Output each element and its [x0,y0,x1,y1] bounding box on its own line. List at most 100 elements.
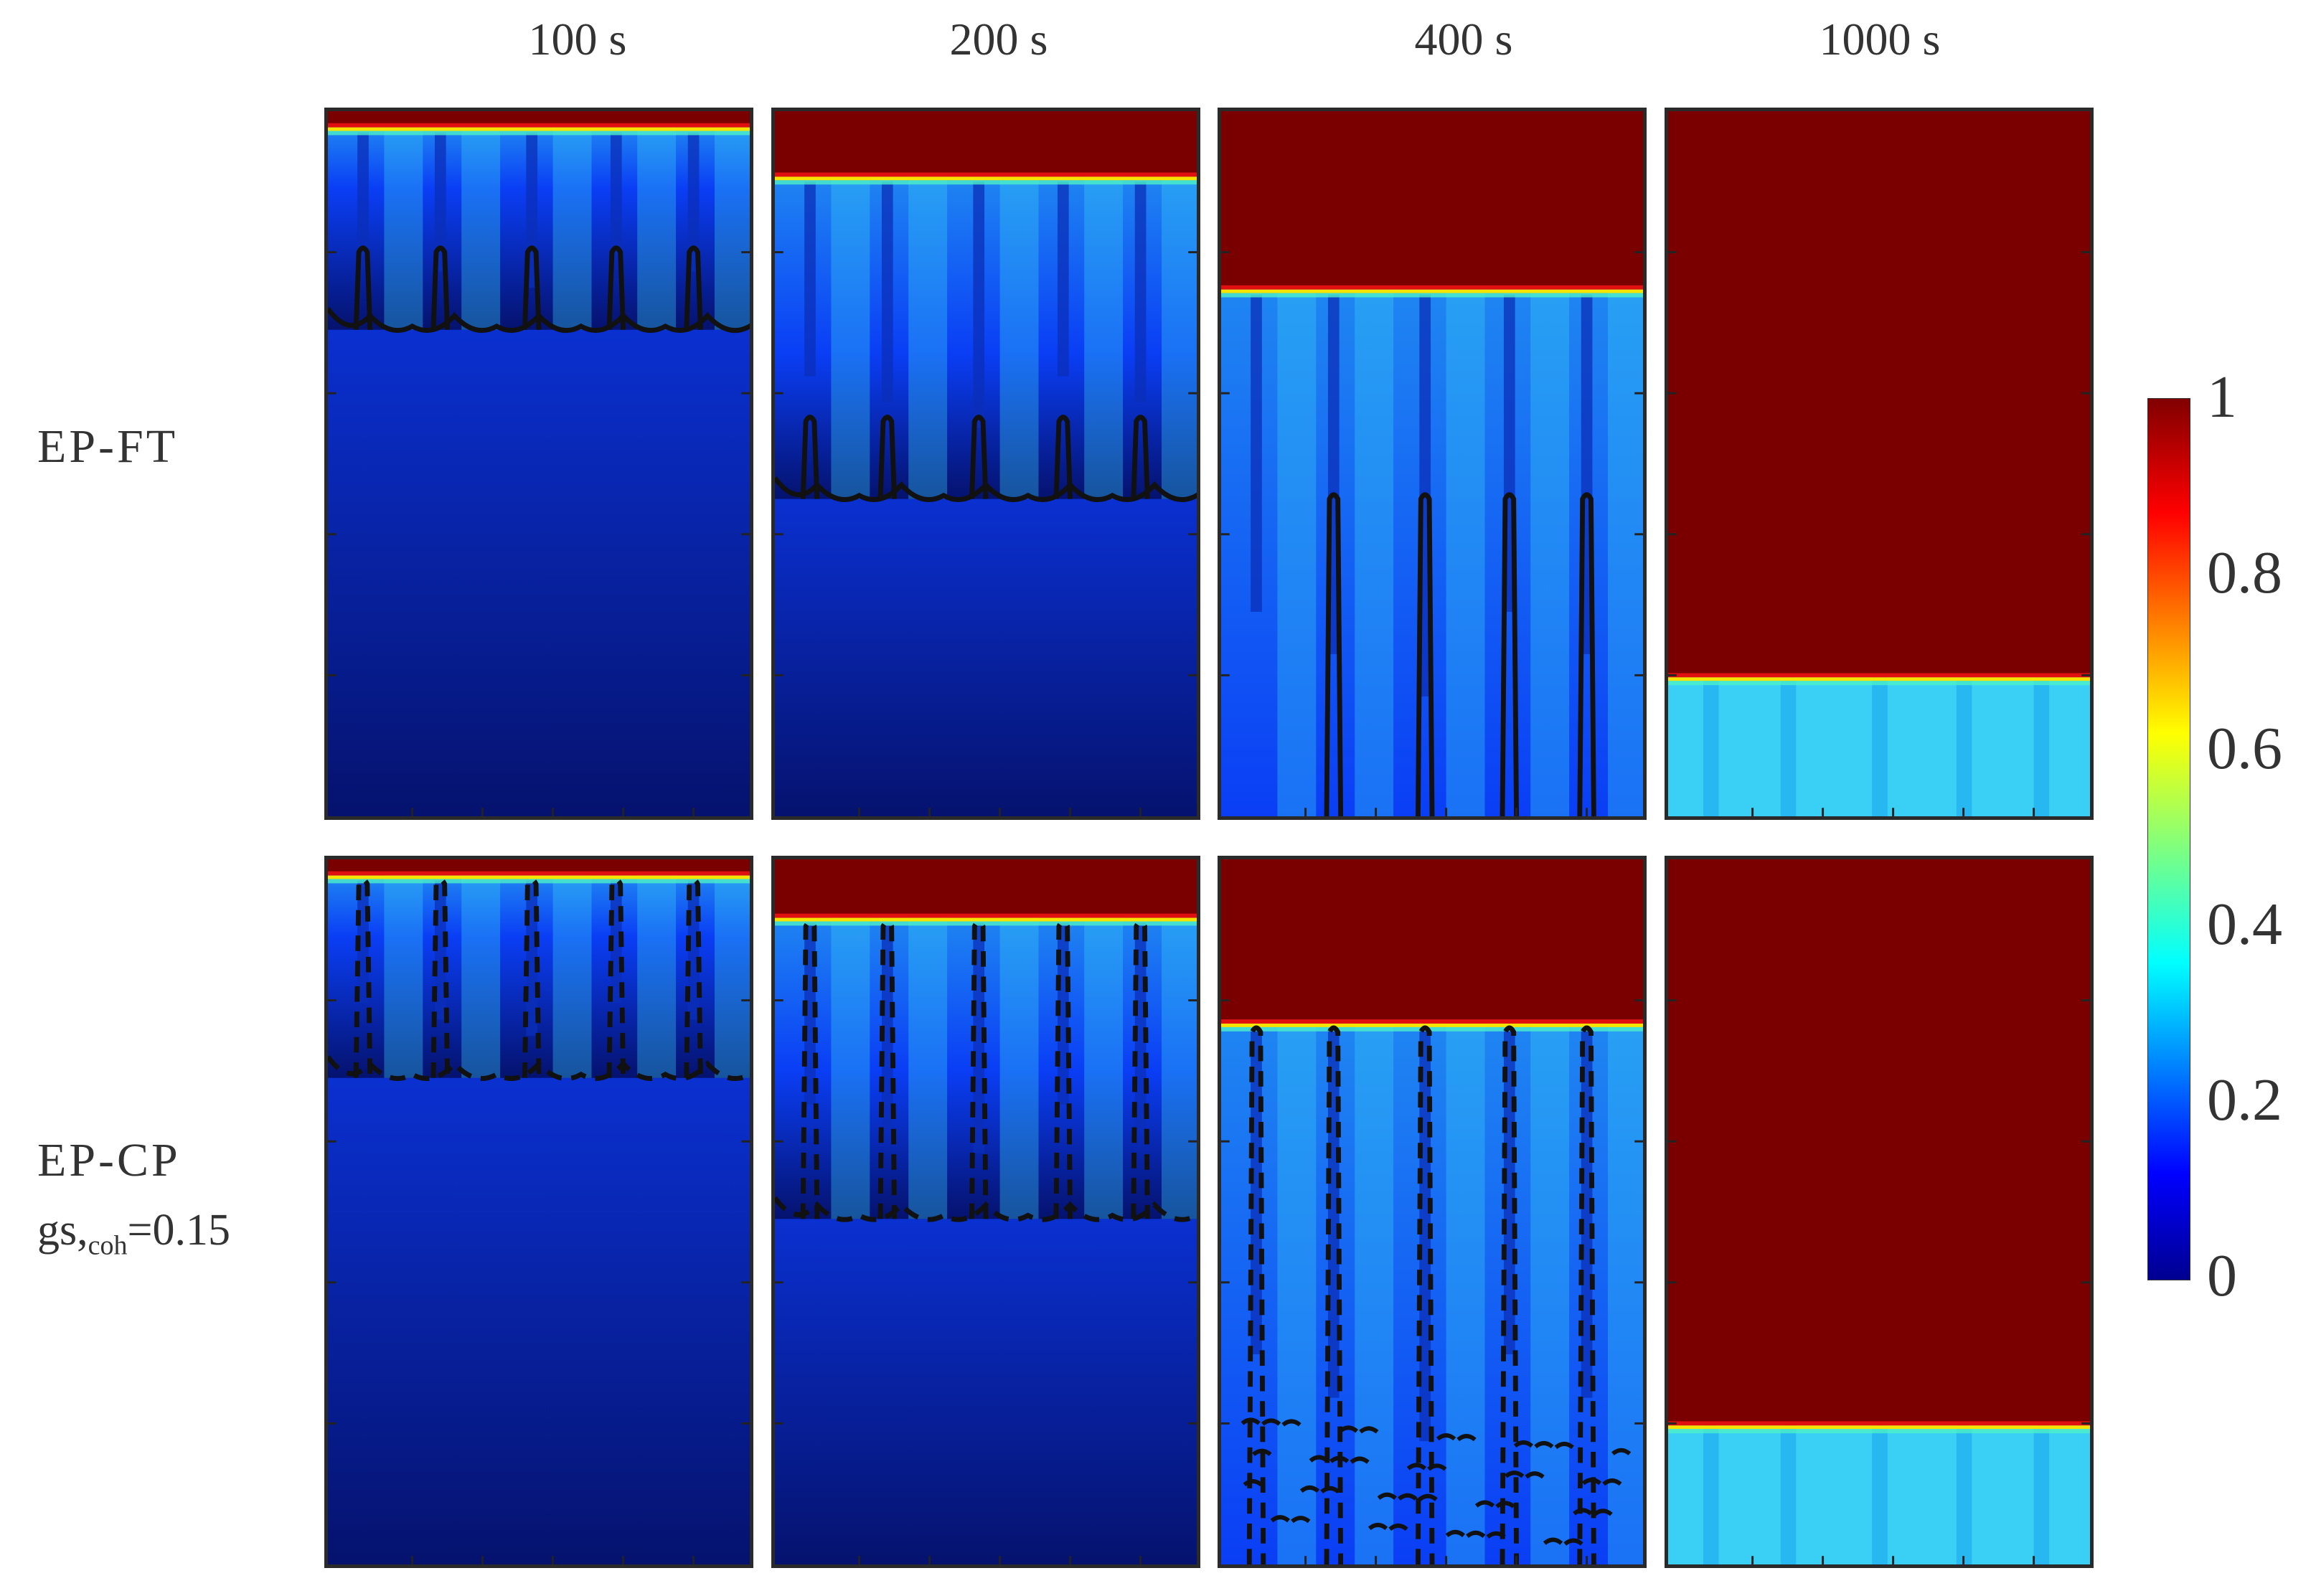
solid-zone [328,329,750,816]
dashed-fragment [1252,1448,1272,1457]
panel-field [1221,859,1643,1564]
panel-ep-ft-1000s [1665,108,2094,820]
light-streak [999,174,1039,499]
channel-contour [877,415,898,499]
solid-zone [775,499,1197,816]
front-yellow [1221,1024,1643,1027]
light-streak [1277,1021,1317,1564]
front-red [328,123,750,128]
light-streak [384,873,423,1078]
dashed-fragment [1543,1537,1563,1545]
light-streak [1162,915,1197,1219]
light-streak [1084,915,1124,1219]
channel-contour [1577,492,1596,816]
light-streak [908,174,948,499]
channel-contour [1053,415,1073,499]
row-subtitle-value: =0.15 [127,1206,230,1255]
liquid-region [775,111,1197,175]
panel-ep-ft-200s [771,108,1200,820]
light-streak [715,873,750,1078]
row-title-ep-cp: EP-CP [37,1134,181,1186]
channel-contour [800,920,820,1219]
column-title-1000s: 1000 s [1819,14,1941,65]
channel-contour [1324,492,1344,816]
channel-contour [430,877,451,1078]
light-streak [637,125,677,330]
segregation-channel [434,132,446,272]
liquid-region [1221,111,1643,288]
channel-contour [353,877,373,1078]
row-subtitle-main: gs, [37,1206,88,1255]
light-streak [461,125,501,330]
segregation-channel [804,181,816,377]
colorbar-tick-0.8: 0.8 [2207,539,2282,606]
light-streak [384,125,423,330]
panel-field [1668,859,2090,1564]
dashed-fragment [1338,1425,1359,1433]
dashed-fragment [1534,1440,1554,1449]
colorbar-tick-0.2: 0.2 [2207,1067,2282,1133]
liquid-region [775,859,1197,916]
light-streak [1780,675,1797,816]
dashed-fragment [1581,1478,1602,1486]
dashed-fragment [1243,1479,1263,1487]
segregation-channel [881,922,893,1129]
dashed-fragment [1486,1531,1506,1539]
dashed-fragment [1320,1486,1340,1494]
light-streak [715,125,750,330]
front-yellow [775,176,1197,181]
panel-field [1221,111,1643,816]
colorbar-tick-0.4: 0.4 [2207,891,2282,958]
solidification-contour [775,476,1197,502]
solidification-contour [775,1196,1197,1222]
segregation-channel [881,181,893,402]
dashed-fragment [1398,1493,1418,1501]
dashed-fragment [1388,1524,1408,1531]
segregation-channel [1057,922,1069,1105]
light-streak [461,873,501,1078]
segregation-channel [357,132,369,255]
light-streak [1956,675,1972,816]
front-yellow [328,127,750,131]
segregation-channel [804,922,816,1105]
dashed-fragment [1563,1538,1583,1546]
dashed-fragment [1456,1434,1477,1442]
channel-contour [1131,920,1150,1219]
column-title-400s: 400 s [1414,14,1513,65]
light-streak [552,125,592,330]
panel-field [328,859,750,1564]
channel-contour [1246,1025,1266,1564]
dashed-fragment [1474,1500,1495,1508]
colorbar-gradient [2147,398,2190,1280]
front-yellow [1668,677,2090,681]
channel-contour [684,245,703,330]
channel-contour [1500,492,1520,816]
front-red [1221,285,1643,290]
dashed-fragment [1368,1523,1388,1531]
panel-ep-ft-400s [1218,108,1647,820]
light-streak [1446,1021,1485,1564]
panel-field [775,859,1197,1564]
light-streak [1530,287,1570,816]
front-green [1668,1429,2090,1434]
segregation-channel [687,132,700,272]
channel-contour [1324,1025,1344,1564]
channel-contour [800,415,820,499]
panel-ep-cp-400s [1218,856,1647,1568]
liquid-region [1668,859,2090,1424]
front-green [328,131,750,136]
light-streak [1608,287,1643,816]
light-streak [1162,174,1197,499]
liquid-region [328,111,750,126]
front-green [775,180,1197,185]
dashed-fragment [1241,1417,1261,1425]
light-streak [1530,1021,1570,1564]
light-streak [1780,1423,1797,1564]
solid-zone [775,1219,1197,1564]
panel-field [775,111,1197,816]
front-red [1668,673,2090,678]
row-subtitle-script: coh [88,1230,128,1261]
channel-contour [1415,492,1435,816]
dashed-fragment [1554,1441,1574,1450]
dashed-fragment [1593,1508,1613,1516]
